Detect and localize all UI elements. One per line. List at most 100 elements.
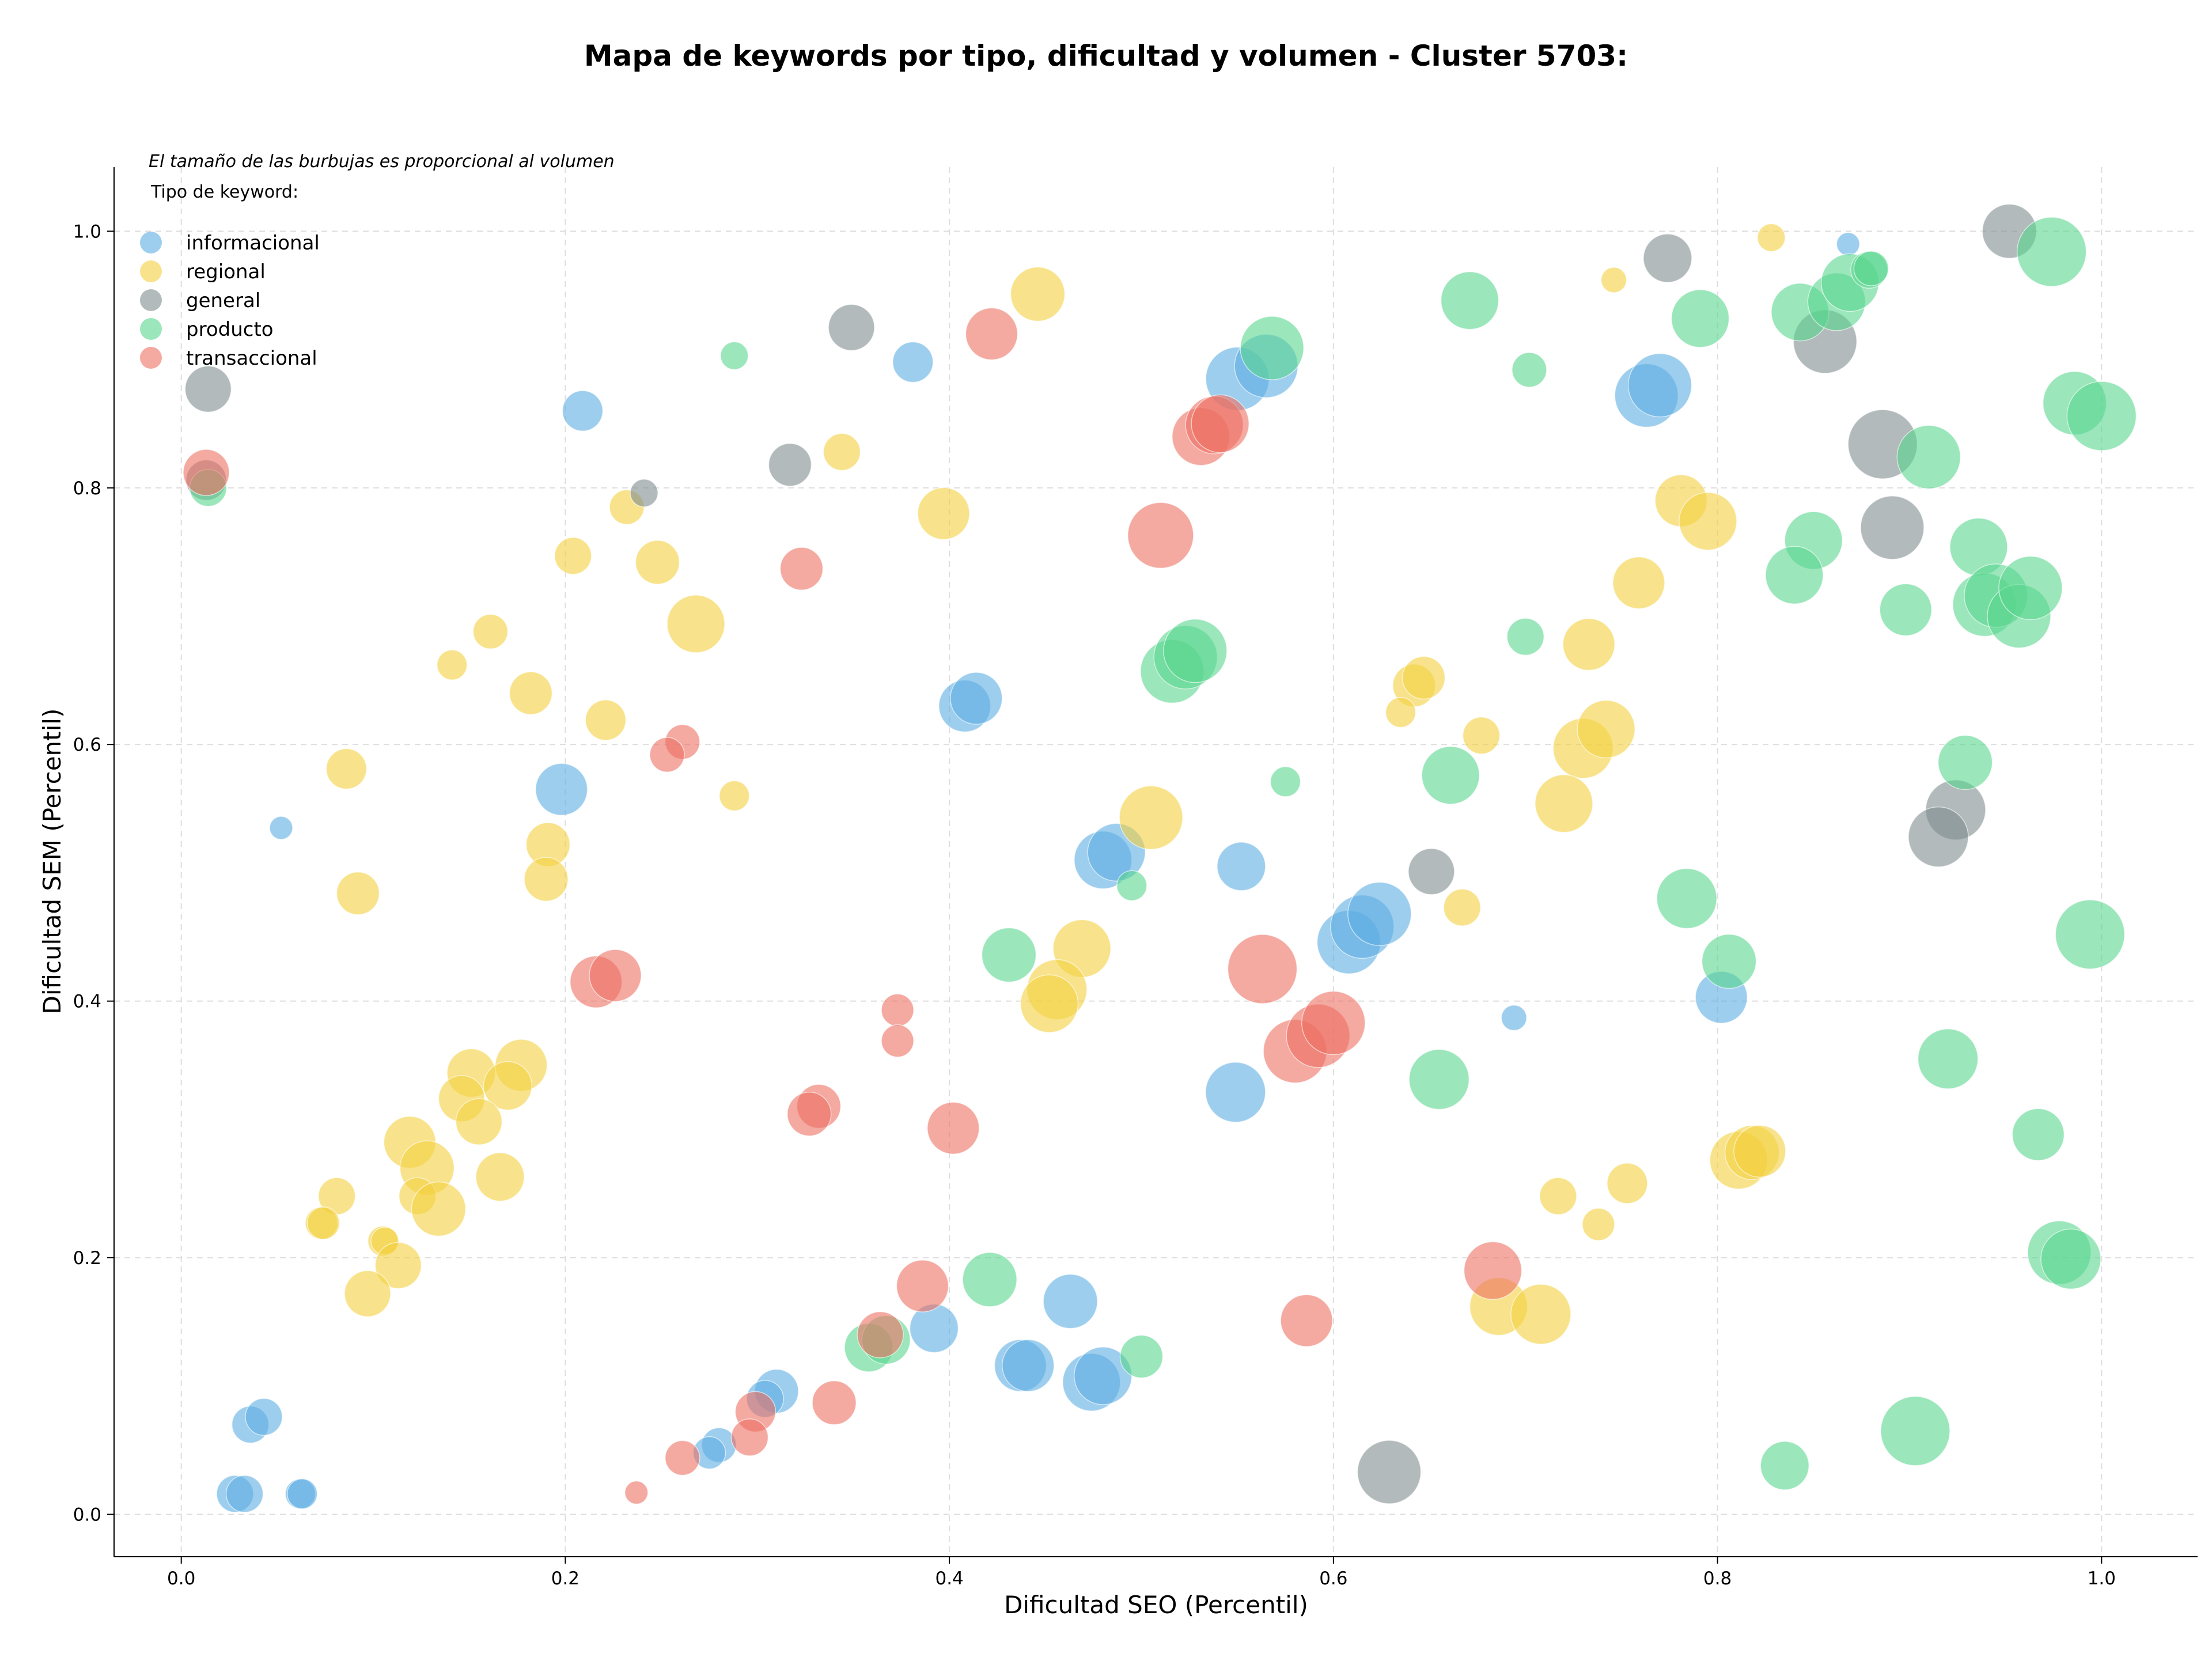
bubble-transaccional: [812, 1380, 857, 1425]
bubble-transaccional: [1191, 394, 1249, 453]
legend-label-general: general: [186, 289, 260, 312]
bubble-regional: [306, 1206, 340, 1240]
bubble-transaccional: [649, 737, 685, 773]
bubble-regional: [1679, 491, 1737, 551]
bubble-regional: [411, 1181, 467, 1237]
bubble-transaccional: [183, 449, 230, 496]
bubble-regional: [1462, 716, 1501, 755]
bubble-regional: [1535, 774, 1593, 833]
bubble-transaccional: [881, 993, 914, 1027]
bubble-producto: [1421, 746, 1480, 805]
bubble-transaccional: [730, 1418, 769, 1456]
x-tick-label: 0.8: [1703, 1568, 1732, 1589]
bubble-producto: [1760, 1441, 1810, 1490]
bubble-regional: [585, 699, 627, 741]
x-axis-label: Dificultad SEO (Percentil): [1004, 1591, 1308, 1619]
bubble-informacional: [1002, 1339, 1055, 1392]
bubble-producto: [1408, 1049, 1469, 1110]
bubble-producto: [1512, 352, 1547, 388]
bubble-size-note: El tamaño de las burbujas es proporciona…: [149, 152, 615, 172]
x-tick-label: 0.4: [935, 1568, 963, 1589]
bubble-regional: [719, 780, 750, 812]
bubble-producto: [720, 341, 749, 370]
bubble-informacional: [892, 341, 934, 383]
bubbles: [183, 203, 2137, 1513]
bubble-producto: [962, 1252, 1017, 1307]
bubble-general: [1908, 806, 1969, 868]
y-tick-label: 1.0: [73, 221, 101, 242]
bubble-transaccional: [1463, 1241, 1522, 1300]
bubble-regional: [1577, 699, 1635, 759]
bubble-producto: [1853, 251, 1889, 286]
legend-marker-transaccional: [140, 347, 162, 369]
bubble-informacional: [1627, 353, 1692, 418]
bubble-regional: [1443, 888, 1481, 926]
x-tick-label: 0.6: [1319, 1568, 1347, 1589]
bubble-regional: [1733, 1125, 1786, 1178]
bubble-producto: [1937, 735, 1993, 790]
bubble-informacional: [225, 1475, 264, 1513]
x-tick-label: 0.2: [551, 1568, 579, 1589]
legend-label-producto: producto: [186, 318, 274, 341]
bubble-general: [828, 304, 875, 351]
bubble-regional: [509, 671, 553, 715]
y-tick-label: 0.4: [73, 992, 101, 1012]
axis-ticks: 0.0 0.2 0.4 0.6 0.8 1.0 0.0 0.2 0.4 0.6 0.8 1.0: [73, 221, 2116, 1589]
x-tick-label: 1.0: [2088, 1568, 2116, 1589]
bubble-regional: [1510, 1284, 1571, 1345]
legend: informacional regional general producto tran…: [140, 232, 320, 370]
bubble-regional: [917, 487, 970, 540]
bubble-transaccional: [1127, 502, 1194, 569]
bubble-regional: [635, 540, 680, 585]
bubble-informacional: [245, 1398, 283, 1436]
bubble-producto: [1880, 1395, 1950, 1466]
bubble-general: [1357, 1440, 1422, 1504]
bubble-regional: [436, 649, 468, 680]
bubble-regional: [1562, 618, 1615, 671]
bubble-informacional: [562, 390, 604, 432]
bubble-transaccional: [1301, 990, 1366, 1055]
bubble-producto: [1765, 546, 1824, 604]
bubble-producto: [1998, 555, 2063, 620]
bubble-regional: [455, 1098, 503, 1145]
bubble-producto: [981, 927, 1037, 983]
x-tick-label: 0.0: [167, 1568, 195, 1589]
bubble-producto: [2055, 899, 2126, 970]
bubble-general: [1643, 233, 1692, 283]
legend-marker-general: [140, 289, 162, 311]
bubble-producto: [1701, 933, 1757, 989]
axes-spines: [113, 167, 2198, 1557]
bubble-producto: [1879, 583, 1933, 637]
bubble-general: [1860, 495, 1925, 560]
legend-marker-producto: [140, 318, 162, 340]
legend-label-informacional: informacional: [186, 232, 320, 255]
bubble-general: [630, 478, 658, 508]
bubble-producto: [1119, 1334, 1164, 1379]
y-axis-label: Dificultad SEM (Percentil): [38, 709, 66, 1015]
bubble-transaccional: [589, 949, 642, 1002]
bubble-regional: [1582, 1208, 1615, 1241]
bubble-regional: [374, 1242, 422, 1289]
bubble-regional: [1119, 785, 1183, 850]
bubble-transaccional: [624, 1480, 649, 1505]
bubble-informacional: [1501, 1004, 1527, 1031]
bubble-producto: [1917, 1028, 1979, 1089]
bubble-transaccional: [927, 1102, 980, 1155]
bubble-informacional: [1836, 232, 1861, 256]
bubble-producto: [2040, 1228, 2101, 1290]
bubble-informacional: [1043, 1274, 1098, 1329]
bubble-regional: [1612, 556, 1665, 610]
legend-marker-regional: [140, 260, 162, 282]
bubble-regional: [1757, 223, 1786, 252]
legend-marker-informacional: [140, 232, 162, 253]
bubble-regional: [344, 1270, 391, 1318]
bubble-producto: [1506, 618, 1544, 656]
bubble-regional: [1385, 697, 1416, 728]
bubble-transaccional: [965, 307, 1018, 361]
bubble-transaccional: [1280, 1294, 1333, 1347]
bubble-informacional: [535, 763, 588, 816]
bubble-regional: [554, 537, 592, 575]
bubble-regional: [823, 433, 861, 471]
bubble-informacional: [1205, 1062, 1266, 1123]
bubble-general: [184, 365, 232, 413]
